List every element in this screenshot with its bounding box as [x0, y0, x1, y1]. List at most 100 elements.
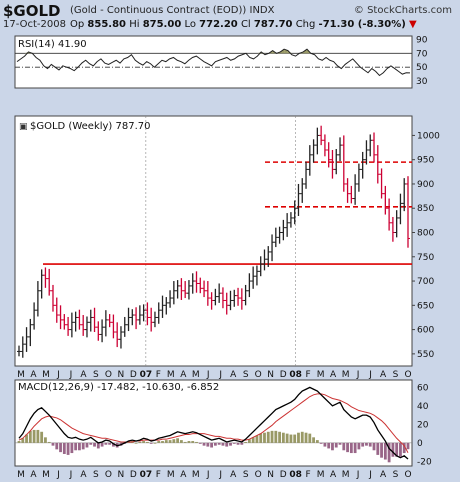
date-label: 17-Oct-2008 [3, 19, 66, 30]
open-value: 855.80 [87, 19, 126, 30]
month-label: 07 [140, 370, 153, 380]
macd-histogram-bar [138, 441, 142, 443]
macd-histogram-bar [161, 441, 164, 443]
brand-label[interactable]: © StockCharts.com [353, 5, 452, 16]
macd-histogram-bar [244, 441, 248, 443]
macd-histogram-bar [47, 441, 51, 443]
month-label: 08 [289, 370, 302, 380]
month-label: D [130, 370, 137, 380]
price-tick-label: 650 [417, 301, 434, 311]
rsi-panel [14, 35, 413, 89]
macd-histogram-bar [278, 431, 281, 443]
month-label-bottom: 08 [289, 470, 302, 480]
macd-histogram-bar [285, 433, 289, 443]
macd-histogram-bar [51, 442, 55, 446]
month-label-bottom: A [230, 470, 237, 480]
ohlc-readout: Op 855.80 Hi 875.00 Lo 772.20 Cl 787.70 … [70, 19, 417, 30]
month-label-bottom: O [404, 470, 411, 480]
macd-histogram-bar [28, 430, 32, 443]
price-tick-label: 800 [417, 229, 434, 239]
macd-histogram-bar [229, 442, 232, 446]
month-label: J [69, 370, 73, 380]
chart-logo-icon: ▣ [19, 122, 28, 132]
price-tick-label: 550 [417, 350, 434, 360]
macd-tick-label: 40 [417, 402, 429, 412]
macd-histogram-bar [353, 442, 357, 454]
price-tick-label: 900 [417, 180, 434, 190]
macd-histogram-bar [96, 442, 100, 449]
month-label: M [17, 370, 25, 380]
month-label: J [368, 370, 372, 380]
macd-histogram-bar [402, 442, 406, 454]
rsi-tick-label: 30 [416, 77, 428, 87]
rsi-tick-label: 90 [416, 35, 428, 45]
macd-histogram-bar [93, 442, 96, 447]
month-label-bottom: M [167, 470, 175, 480]
macd-histogram-bar [55, 442, 59, 450]
macd-histogram-bar [202, 442, 206, 446]
month-label: J [356, 370, 360, 380]
macd-histogram-bar [17, 441, 21, 443]
macd-tick-label: 0 [417, 439, 423, 449]
macd-histogram-bar [176, 438, 180, 443]
macd-histogram-bar [187, 441, 191, 443]
month-label: D [280, 370, 287, 380]
macd-histogram-bar [112, 442, 115, 447]
month-label-bottom: N [267, 470, 274, 480]
macd-panel [14, 379, 413, 467]
close-value: 787.70 [253, 19, 293, 30]
month-label: S [243, 370, 249, 380]
macd-histogram-bar [81, 442, 85, 450]
macd-histogram-bar [225, 442, 229, 447]
month-label: A [30, 370, 37, 380]
macd-histogram-bar [266, 431, 270, 443]
price-tick-label: 950 [417, 156, 434, 166]
month-label: J [56, 370, 60, 380]
macd-histogram-bar [217, 442, 221, 445]
macd-histogram-bar [25, 434, 28, 443]
macd-histogram-bar [281, 432, 285, 443]
month-label-bottom: M [192, 470, 200, 480]
low-label: Lo [184, 19, 196, 30]
macd-tick-label: -20 [417, 457, 432, 467]
macd-histogram-bar [349, 442, 353, 454]
macd-histogram-bar [100, 442, 104, 447]
month-label-bottom: S [93, 470, 99, 480]
month-label-bottom: J [69, 470, 73, 480]
macd-histogram-bar [191, 441, 195, 443]
macd-histogram-bar [365, 442, 368, 446]
macd-histogram-bar [380, 442, 383, 458]
month-label: A [180, 370, 187, 380]
month-label-bottom: D [130, 470, 137, 480]
macd-histogram-bar [263, 432, 266, 443]
month-label: M [167, 370, 175, 380]
month-label-bottom: D [280, 470, 287, 480]
month-label-bottom: A [180, 470, 187, 480]
macd-histogram-bar [89, 442, 93, 445]
month-label: A [230, 370, 237, 380]
month-label: M [192, 370, 200, 380]
macd-histogram-bar [21, 438, 25, 443]
macd-line [18, 386, 409, 460]
month-label-bottom: J [356, 470, 360, 480]
month-label-bottom: S [393, 470, 399, 480]
macd-tick-label: 20 [417, 420, 429, 430]
rsi-tick-label: 50 [416, 63, 428, 73]
macd-histogram-bar [168, 440, 172, 443]
price-tick-label: 700 [417, 277, 434, 287]
month-label-bottom: M [317, 470, 325, 480]
macd-histogram-bar [300, 431, 304, 443]
month-label: A [330, 370, 337, 380]
macd-histogram-bar [346, 442, 349, 453]
macd-histogram-bar [255, 435, 259, 443]
macd-histogram-bar [304, 432, 308, 443]
month-label: M [317, 370, 325, 380]
macd-histogram-bar [406, 442, 410, 450]
low-value: 772.20 [199, 19, 238, 30]
month-label-bottom: J [218, 470, 222, 480]
macd-histogram-bar [59, 442, 62, 453]
macd-signal-line [18, 393, 409, 453]
macd-histogram-bar [32, 429, 36, 443]
